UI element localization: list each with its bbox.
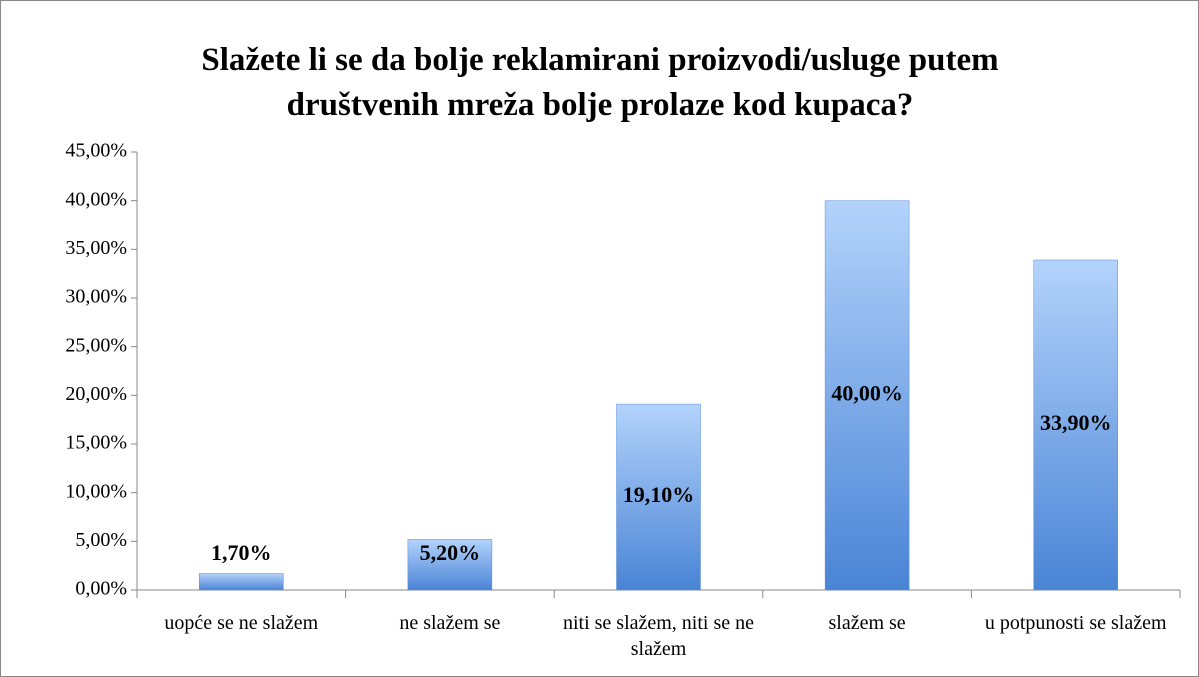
y-tick-label: 5,00%	[75, 529, 127, 551]
bar	[616, 403, 701, 591]
value-label: 5,20%	[420, 540, 481, 565]
x-tick-label: u potpunosti se slažem	[984, 612, 1167, 634]
bar	[824, 200, 910, 591]
value-label: 1,70%	[211, 540, 272, 565]
x-tick-label: niti se slažem, niti se ne slažem	[562, 612, 755, 660]
x-label-box: uopće se ne slažem	[164, 612, 319, 634]
x-label-box: u potpunosti se slažem	[984, 612, 1167, 634]
y-tick-label: 15,00%	[65, 432, 127, 454]
value-label: 33,90%	[1040, 410, 1112, 435]
value-label: 19,10%	[623, 482, 695, 507]
y-tick-label: 45,00%	[65, 140, 127, 162]
title-box: Slažete li se da bolje reklamirani proiz…	[201, 42, 999, 123]
y-tick-label: 35,00%	[65, 237, 127, 259]
x-label-box: ne slažem se	[399, 612, 501, 634]
x-tick-label: ne slažem se	[399, 612, 501, 634]
x-tick-label: slažem se	[828, 612, 906, 634]
y-tick-label: 40,00%	[65, 188, 127, 210]
bar	[199, 573, 284, 591]
y-tick-label: 25,00%	[65, 334, 127, 356]
bar	[1033, 259, 1118, 591]
bar	[407, 539, 493, 591]
x-tick-label: uopće se ne slažem	[164, 612, 319, 634]
value-label: 40,00%	[831, 380, 903, 405]
y-tick-label: 0,00%	[75, 578, 127, 600]
chart-title: Slažete li se da bolje reklamirani proiz…	[201, 42, 999, 123]
x-label-box: slažem se	[828, 612, 906, 634]
y-tick-label: 10,00%	[65, 480, 127, 502]
y-tick-label: 30,00%	[65, 286, 127, 308]
y-tick-label: 20,00%	[65, 383, 127, 405]
x-label-box: niti se slažem, niti se ne slažem	[562, 612, 755, 660]
